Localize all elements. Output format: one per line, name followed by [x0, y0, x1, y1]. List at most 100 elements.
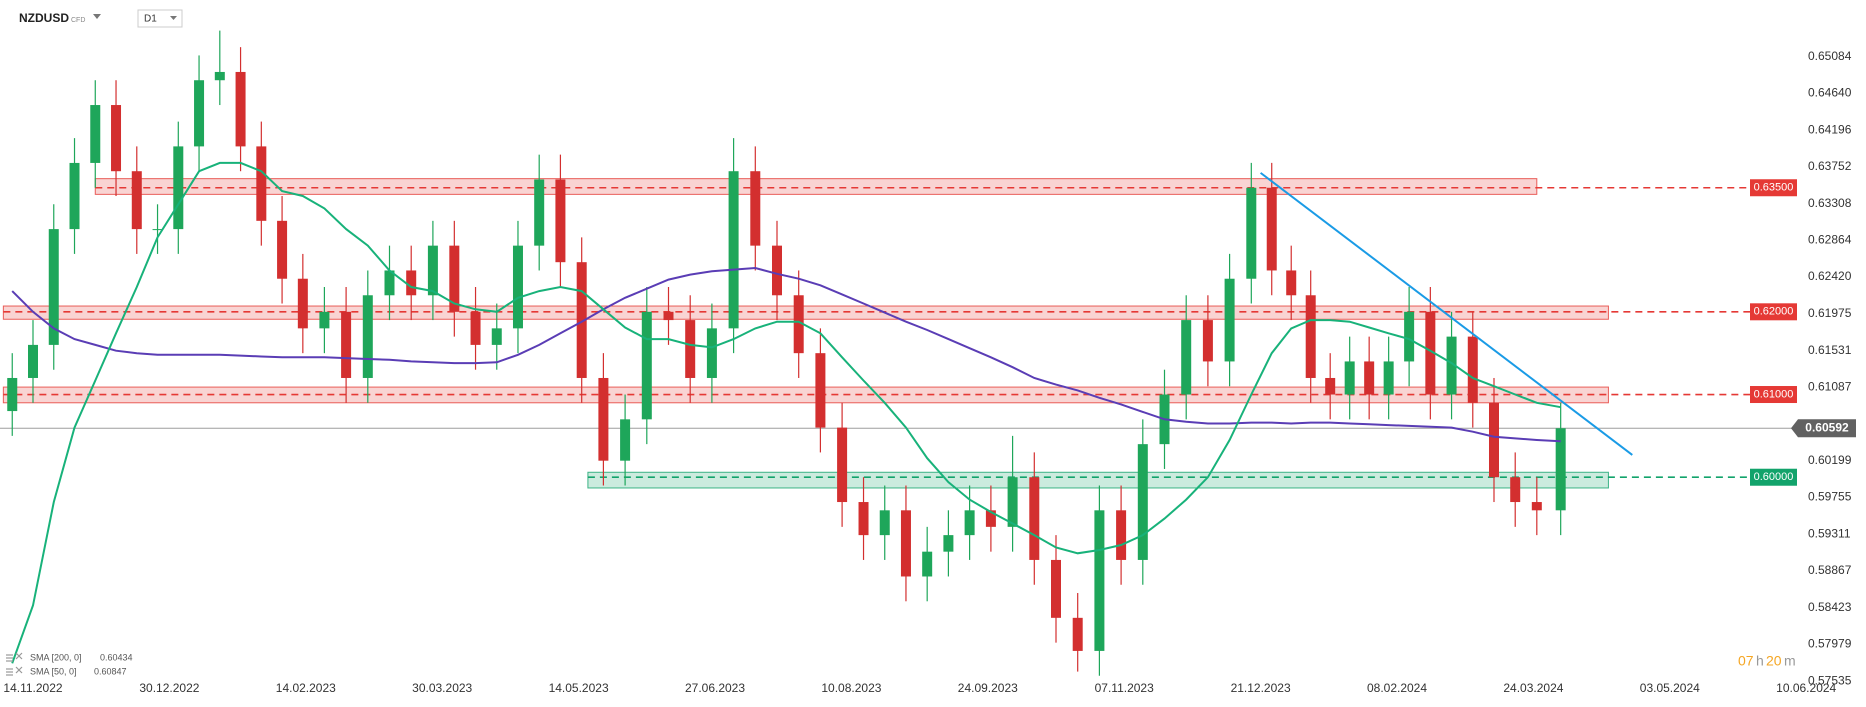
candle-body: [69, 162, 80, 230]
market-type: CFD: [71, 17, 85, 24]
candle-body: [131, 171, 142, 230]
candle-body: [1094, 510, 1105, 651]
candle-body: [214, 71, 225, 81]
candle-body: [1137, 444, 1148, 560]
candle-body: [943, 535, 954, 552]
x-tick-label: 03.05.2024: [1640, 681, 1700, 695]
countdown-minutes: 20: [1766, 653, 1782, 669]
candle-body: [512, 245, 523, 329]
candle-body: [341, 311, 352, 378]
x-tick-label: 30.03.2023: [412, 681, 472, 695]
x-tick-label: 14.02.2023: [276, 681, 336, 695]
candle-body: [534, 179, 545, 246]
candle-body: [1404, 311, 1415, 362]
candle-body: [576, 262, 587, 378]
candle-body: [7, 377, 18, 412]
symbol-dropdown[interactable]: [93, 14, 101, 19]
y-tick-label: 0.57979: [1808, 637, 1852, 651]
x-tick-label: 10.06.2024: [1776, 681, 1836, 695]
candle-body: [1383, 361, 1394, 395]
candle-body: [815, 353, 826, 428]
level-zone: [587, 471, 1609, 489]
candle-body: [297, 278, 308, 329]
candle-body: [1555, 428, 1566, 511]
legend-sma200-value: 0.60434: [100, 652, 133, 662]
countdown-hours-unit: h: [1756, 653, 1764, 669]
interval[interactable]: D1: [144, 14, 157, 25]
x-tick-label: 21.12.2023: [1231, 681, 1291, 695]
candle-body: [1344, 361, 1355, 395]
candle-body: [427, 245, 438, 296]
candle-body: [384, 270, 395, 296]
candle-body: [663, 311, 674, 321]
candle-body: [900, 510, 911, 577]
y-tick-label: 0.64640: [1808, 86, 1852, 100]
y-tick-label: 0.61087: [1808, 379, 1852, 393]
y-tick-label: 0.65084: [1808, 49, 1852, 63]
legend-sma50: SMA [50, 0]: [30, 666, 77, 676]
candle-body: [685, 320, 696, 378]
candle-body: [1072, 617, 1083, 651]
candle-body: [28, 344, 38, 378]
candle-body: [728, 171, 739, 329]
candle-body: [985, 510, 996, 527]
candle-body: [1286, 270, 1297, 296]
candle-body: [793, 295, 804, 354]
interval-dropdown[interactable]: [170, 16, 177, 20]
x-tick-label: 08.02.2024: [1367, 681, 1427, 695]
candle-body: [152, 229, 163, 231]
interval-box[interactable]: [137, 9, 183, 28]
level-badge: [1750, 468, 1797, 486]
y-tick-label: 0.61531: [1808, 343, 1852, 357]
x-tick-label: 14.05.2023: [549, 681, 609, 695]
symbol[interactable]: NZDUSD: [19, 11, 69, 25]
candle-body: [1364, 361, 1375, 395]
legend-icons: [6, 652, 23, 676]
level-badge: [1750, 386, 1797, 404]
candle-body: [1029, 477, 1040, 560]
candle-body: [1202, 320, 1213, 362]
candle-body: [319, 311, 330, 329]
level-zone: [94, 178, 1538, 195]
y-tick-label: 0.61975: [1808, 306, 1852, 320]
x-tick-label: 10.08.2023: [821, 681, 881, 695]
candle-body: [48, 229, 59, 345]
candle-body: [1266, 187, 1277, 271]
legend-sma200: SMA [200, 0]: [30, 652, 82, 662]
level-badge: [1750, 303, 1797, 321]
candle-body: [1531, 502, 1542, 511]
candle-body: [277, 220, 288, 279]
y-tick-label: 0.63752: [1808, 159, 1852, 173]
current-price-badge: [1791, 419, 1856, 438]
candle-body: [1305, 295, 1316, 378]
legend-sma50-value: 0.60847: [94, 666, 127, 676]
y-tick-label: 0.62864: [1808, 233, 1852, 247]
x-tick-label: 07.11.2023: [1095, 681, 1154, 695]
candle-body: [449, 245, 460, 312]
candle-body: [1510, 477, 1521, 503]
x-tick-label: 24.03.2024: [1503, 681, 1563, 695]
candle-body: [620, 419, 631, 461]
sma-line: [11, 161, 1561, 664]
candle-body: [772, 245, 782, 296]
candle-body: [555, 179, 566, 263]
candle-body: [837, 427, 848, 503]
candle-body: [641, 311, 652, 420]
candle-body: [879, 510, 890, 536]
candles: [7, 30, 1566, 676]
x-tick-label: 27.06.2023: [685, 681, 745, 695]
level-label: 0.63500: [1754, 182, 1794, 194]
level-label: 0.61000: [1754, 388, 1794, 400]
countdown-minutes-unit: m: [1784, 653, 1796, 669]
candle-body: [1007, 477, 1018, 527]
level-zone: [2, 305, 1609, 320]
x-tick-label: 30.12.2022: [139, 681, 199, 695]
candle-body: [598, 377, 609, 461]
candle-body: [1051, 559, 1061, 618]
candle-body: [1224, 278, 1235, 362]
y-tick-label: 0.58423: [1808, 600, 1852, 614]
candle-body: [858, 502, 869, 536]
levels: 0.63500 0.62000 0.61000 0.60000: [2, 178, 1797, 489]
x-tick-label: 14.11.2022: [3, 681, 62, 695]
